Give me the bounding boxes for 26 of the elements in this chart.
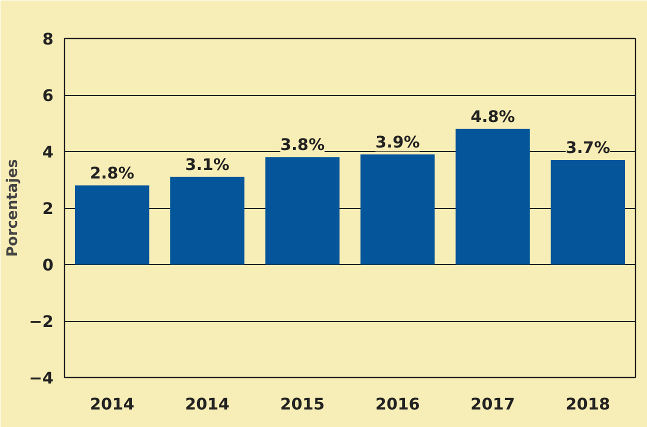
- y-tick-label: 4: [42, 142, 54, 162]
- y-tick-label: 0: [42, 256, 54, 274]
- bar: [170, 176, 244, 264]
- x-tick-label: 2014: [184, 394, 230, 414]
- data-label: 3.8%: [280, 135, 325, 154]
- data-label: 3.7%: [566, 138, 610, 157]
- bar: [74, 185, 150, 264]
- y-tick-label: −4: [28, 368, 54, 388]
- y-tick-label: 6: [42, 86, 54, 105]
- bar: [265, 157, 340, 264]
- data-label: 2.8%: [90, 163, 134, 182]
- bar: [456, 128, 530, 264]
- data-label: 4.8%: [470, 106, 515, 126]
- y-axis-title: Porcentajes: [4, 158, 21, 257]
- x-tick-label: 2014: [90, 394, 134, 414]
- bar: [360, 154, 435, 264]
- bar: [550, 160, 626, 264]
- data-label: 3.1%: [185, 154, 230, 174]
- x-tick-label: 2018: [566, 394, 610, 414]
- x-tick-label: 2017: [470, 394, 516, 414]
- y-tick-label: 8: [42, 30, 54, 48]
- x-tick-label: 2015: [280, 394, 325, 414]
- x-tick-label: 2016: [375, 394, 420, 414]
- y-tick-label: −2: [28, 312, 54, 331]
- data-label: 3.9%: [375, 132, 420, 152]
- y-tick-label: 2: [42, 199, 54, 218]
